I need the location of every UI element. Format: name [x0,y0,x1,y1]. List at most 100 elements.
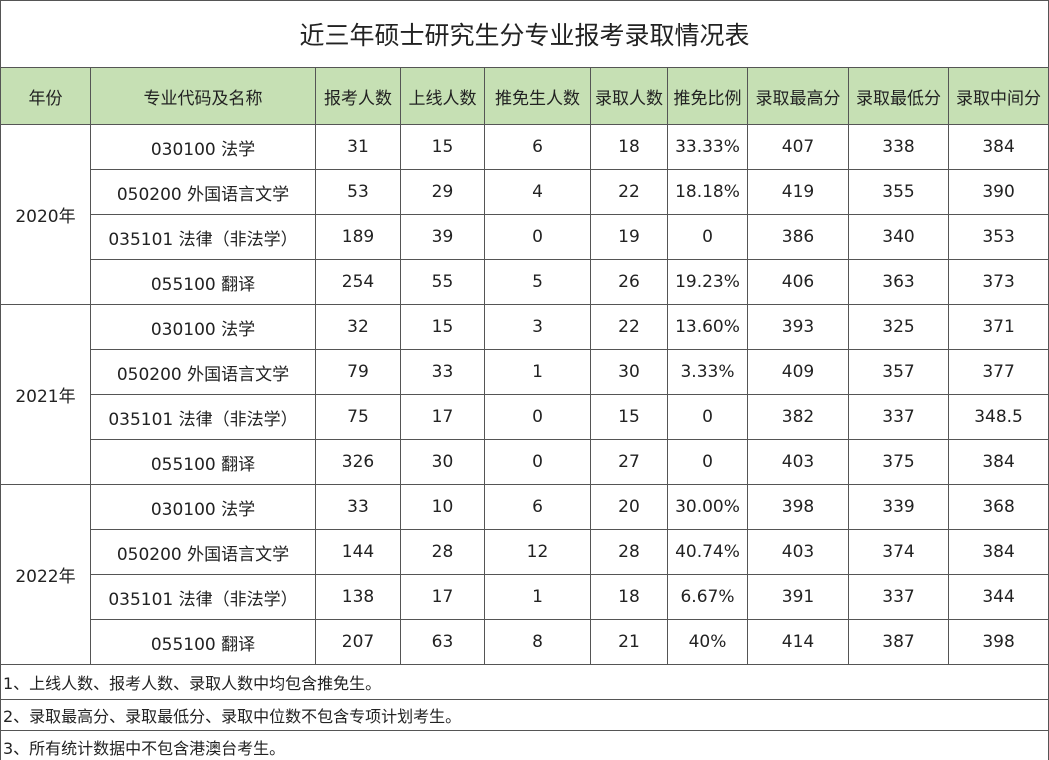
table-cell: 050200 外国语言文学 [90,349,316,395]
column-header: 年份 [0,67,91,125]
table-cell: 30 [400,439,485,485]
footnote: 1、上线人数、报考人数、录取人数中均包含推免生。 [0,664,1049,700]
table-row: 035101 法律（非法学） 138 17 1 18 6.67% 391 337 344 [1,574,1049,620]
column-header: 录取人数 [590,67,668,125]
table-cell: 407 [747,124,849,170]
table-cell: 0 [667,394,748,440]
table-cell: 357 [848,349,949,395]
table-cell: 398 [747,484,849,530]
table-cell: 386 [747,214,849,260]
header-row: 年份 专业代码及名称 报考人数 上线人数 推免生人数 录取人数 推免比例 录取最高分 录取最低分… [0,67,1049,125]
table-cell: 337 [848,574,949,620]
table-cell: 28 [400,529,485,575]
table-cell: 26 [590,259,668,305]
table-cell: 19.23% [667,259,748,305]
table-cell: 3 [484,304,591,350]
table-cell: 030100 法学 [90,124,316,170]
table-cell: 055100 翻译 [90,259,316,305]
column-header: 录取最低分 [848,67,949,125]
table-cell: 035101 法律（非法学） [90,214,316,260]
table-cell: 419 [747,169,849,215]
table-cell: 326 [315,439,401,485]
table-cell: 15 [590,394,668,440]
table-cell: 0 [667,214,748,260]
table-cell: 79 [315,349,401,395]
table-cell: 0 [484,214,591,260]
table-cell: 0 [484,394,591,440]
table-cell: 403 [747,439,849,485]
table-cell: 189 [315,214,401,260]
table-row: 055100 翻译 254 55 5 26 19.23% 406 363 373 [1,259,1049,305]
table-cell: 387 [848,619,949,665]
table-cell: 344 [947,574,1049,620]
table-cell: 384 [947,529,1049,575]
table-cell: 33 [400,349,485,395]
table-row: 2021年 030100 法学 32 15 3 22 13.60% 393 325 371 [0,304,1049,485]
table-cell: 339 [848,484,949,530]
column-header: 录取中间分 [947,67,1049,125]
table-cell: 17 [400,574,485,620]
table-cell: 20 [590,484,668,530]
table-title: 近三年硕士研究生分专业报考录取情况表 [0,0,1049,68]
column-header: 推免生人数 [484,67,591,125]
table-cell: 368 [947,484,1049,530]
table-cell: 0 [667,439,748,485]
table-row: 055100 翻译 207 63 8 21 40% 414 387 398 [1,619,1049,665]
table-cell: 6 [484,124,591,170]
table-cell: 373 [947,259,1049,305]
table-cell: 27 [590,439,668,485]
table-row: 035101 法律（非法学） 75 17 0 15 0 382 337 348.5 [1,394,1049,440]
table-cell: 29 [400,169,485,215]
table-cell: 055100 翻译 [90,619,316,665]
table-row: 050200 外国语言文学 144 28 12 28 40.74% 403 374 384 [1,529,1049,575]
table-cell: 382 [747,394,849,440]
table-cell: 63 [400,619,485,665]
table-cell: 375 [848,439,949,485]
table-cell: 207 [315,619,401,665]
table-cell: 39 [400,214,485,260]
table-cell: 53 [315,169,401,215]
table-cell: 18.18% [667,169,748,215]
table-cell: 15 [400,304,485,350]
table-cell: 414 [747,619,849,665]
table-cell: 338 [848,124,949,170]
column-header: 专业代码及名称 [90,67,316,125]
column-header: 报考人数 [315,67,401,125]
table-row: 2022年 030100 法学 33 10 6 20 30.00% 398 339 368 [0,484,1049,665]
year-cell: 2021年 [0,304,91,485]
footnote: 3、所有统计数据中不包含港澳台考生。 [0,730,1049,760]
table-cell: 55 [400,259,485,305]
table-cell: 050200 外国语言文学 [90,169,316,215]
table-cell: 18 [590,574,668,620]
table-cell: 055100 翻译 [90,439,316,485]
table-cell: 5 [484,259,591,305]
year-cell: 2022年 [0,484,91,665]
footnote: 2、录取最高分、录取最低分、录取中位数不包含专项计划考生。 [0,699,1049,731]
table-cell: 390 [947,169,1049,215]
table-cell: 391 [747,574,849,620]
table-cell: 13.60% [667,304,748,350]
table-cell: 4 [484,169,591,215]
table-cell: 384 [947,124,1049,170]
table-cell: 12 [484,529,591,575]
table-cell: 363 [848,259,949,305]
table-cell: 035101 法律（非法学） [90,574,316,620]
table-cell: 19 [590,214,668,260]
table-cell: 33.33% [667,124,748,170]
table-cell: 40.74% [667,529,748,575]
table-cell: 409 [747,349,849,395]
table-cell: 10 [400,484,485,530]
table-cell: 144 [315,529,401,575]
table-cell: 353 [947,214,1049,260]
table-cell: 406 [747,259,849,305]
table-cell: 6 [484,484,591,530]
table-row: 2020年 030100 法学 31 15 6 18 33.33% 407 338 384 [0,124,1049,305]
table-row: 055100 翻译 326 30 0 27 0 403 375 384 [1,439,1049,485]
table-cell: 337 [848,394,949,440]
table-cell: 22 [590,169,668,215]
table-cell: 371 [947,304,1049,350]
table-cell: 035101 法律（非法学） [90,394,316,440]
table-cell: 30 [590,349,668,395]
